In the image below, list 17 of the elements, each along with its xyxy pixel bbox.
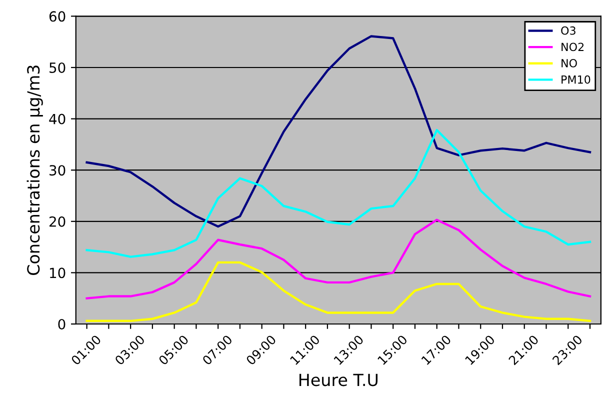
line-series <box>86 35 592 228</box>
line-series <box>86 261 592 322</box>
y-tick-label: 20 <box>49 216 66 227</box>
x-axis-title: Heure T.U <box>300 374 378 386</box>
y-tick-label: 30 <box>50 165 66 176</box>
y-tick-label: 0 <box>58 318 66 330</box>
y-tick-label: 60 <box>49 11 66 22</box>
y-axis-title: Concentrations en µg/m3 <box>26 66 43 275</box>
legend-label: PM10 <box>562 75 590 84</box>
legend-label: NO2 <box>562 42 584 52</box>
y-tick-label: 10 <box>50 268 66 278</box>
y-tick-label: 40 <box>49 114 66 124</box>
y-tick-label: 50 <box>50 62 66 73</box>
legend-label: O3 <box>561 26 576 35</box>
legend-label: NO <box>562 59 577 68</box>
line-series <box>86 218 592 300</box>
line-series <box>86 128 592 258</box>
